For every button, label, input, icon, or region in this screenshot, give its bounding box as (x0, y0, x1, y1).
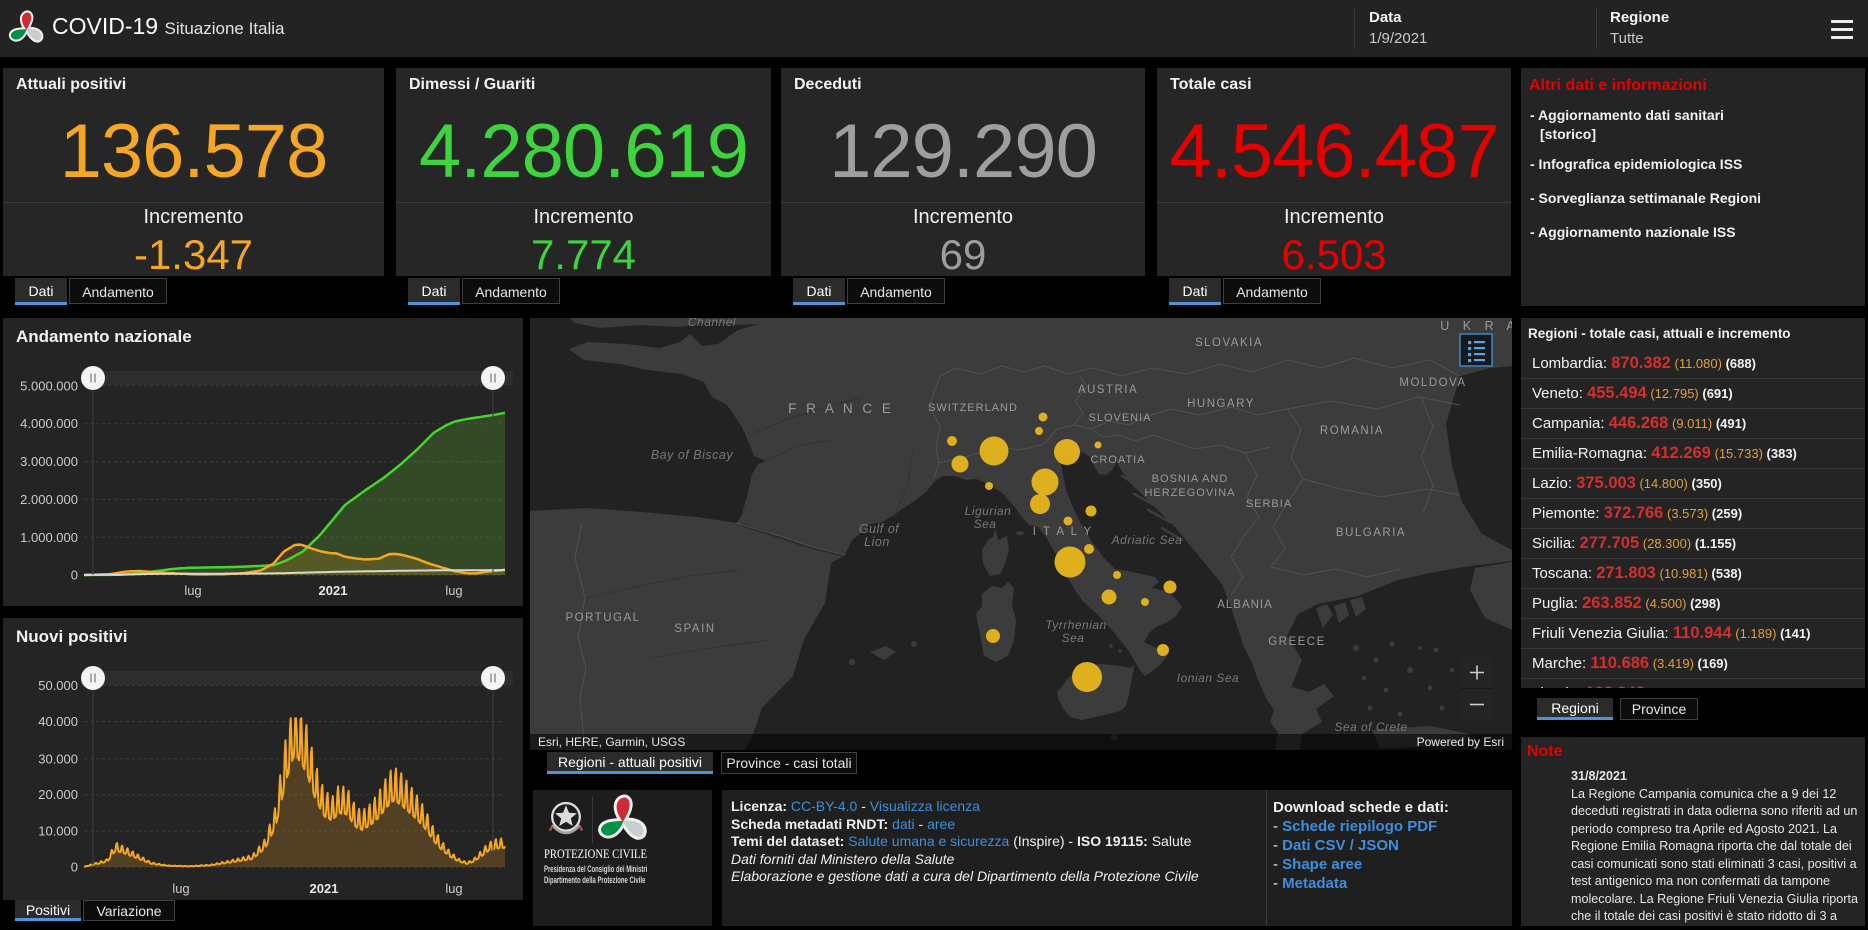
svg-text:Powered by Esri: Powered by Esri (1417, 735, 1504, 749)
svg-text:HUNGARY: HUNGARY (1187, 398, 1255, 410)
svg-text:SLOVAKIA: SLOVAKIA (1195, 337, 1263, 349)
svg-text:U K R A: U K R A (1440, 319, 1512, 333)
svg-text:30.000: 30.000 (38, 751, 78, 766)
svg-text:0: 0 (71, 860, 78, 875)
svg-text:Sea: Sea (1062, 631, 1085, 645)
svg-text:Tyrrhenian: Tyrrhenian (1045, 618, 1106, 632)
svg-text:I T A L Y: I T A L Y (1033, 526, 1093, 538)
svg-text:Ligurian: Ligurian (965, 504, 1012, 518)
svg-text:2.000.000: 2.000.000 (20, 492, 78, 507)
svg-text:PORTUGAL: PORTUGAL (565, 612, 640, 624)
svg-text:Esri, HERE, Garmin, USGS: Esri, HERE, Garmin, USGS (538, 735, 685, 749)
svg-text:2021: 2021 (310, 881, 339, 896)
svg-text:0: 0 (71, 568, 78, 583)
svg-text:ALBANIA: ALBANIA (1217, 599, 1273, 611)
svg-text:SLOVENIA: SLOVENIA (1088, 412, 1151, 424)
svg-text:SPAIN: SPAIN (674, 623, 715, 635)
svg-text:HERZEGOVINA: HERZEGOVINA (1144, 487, 1235, 499)
svg-text:lug: lug (184, 583, 201, 598)
svg-text:F R A N C E: F R A N C E (788, 401, 894, 416)
svg-text:SWITZERLAND: SWITZERLAND (928, 402, 1018, 414)
svg-text:50.000: 50.000 (38, 678, 78, 693)
svg-text:BOSNIA AND: BOSNIA AND (1152, 473, 1229, 485)
svg-text:lug: lug (445, 583, 462, 598)
svg-text:4.000.000: 4.000.000 (20, 416, 78, 431)
svg-text:5.000.000: 5.000.000 (20, 378, 78, 393)
svg-text:10.000: 10.000 (38, 824, 78, 839)
svg-text:GREECE: GREECE (1268, 636, 1326, 648)
svg-text:AUSTRIA: AUSTRIA (1078, 384, 1138, 396)
svg-text:ROMANIA: ROMANIA (1320, 425, 1384, 437)
svg-text:MOLDOVA: MOLDOVA (1399, 377, 1466, 389)
svg-text:1.000.000: 1.000.000 (20, 530, 78, 545)
svg-text:3.000.000: 3.000.000 (20, 454, 78, 469)
svg-text:CROATIA: CROATIA (1090, 454, 1145, 466)
svg-text:Sea of Crete: Sea of Crete (1334, 720, 1407, 734)
svg-text:2021: 2021 (319, 583, 348, 598)
svg-text:Channel: Channel (688, 318, 736, 329)
svg-text:SERBIA: SERBIA (1246, 498, 1292, 510)
svg-text:40.000: 40.000 (38, 714, 78, 729)
svg-text:Adriatic Sea: Adriatic Sea (1111, 533, 1183, 547)
svg-text:Lion: Lion (864, 535, 890, 549)
svg-text:BULGARIA: BULGARIA (1336, 527, 1406, 539)
svg-text:20.000: 20.000 (38, 787, 78, 802)
svg-text:lug: lug (172, 881, 189, 896)
svg-text:lug: lug (445, 881, 462, 896)
svg-text:Gulf of: Gulf of (859, 522, 900, 536)
svg-text:Sea: Sea (974, 517, 997, 531)
svg-text:Ionian Sea: Ionian Sea (1177, 671, 1239, 685)
svg-text:Bay of Biscay: Bay of Biscay (651, 448, 733, 462)
